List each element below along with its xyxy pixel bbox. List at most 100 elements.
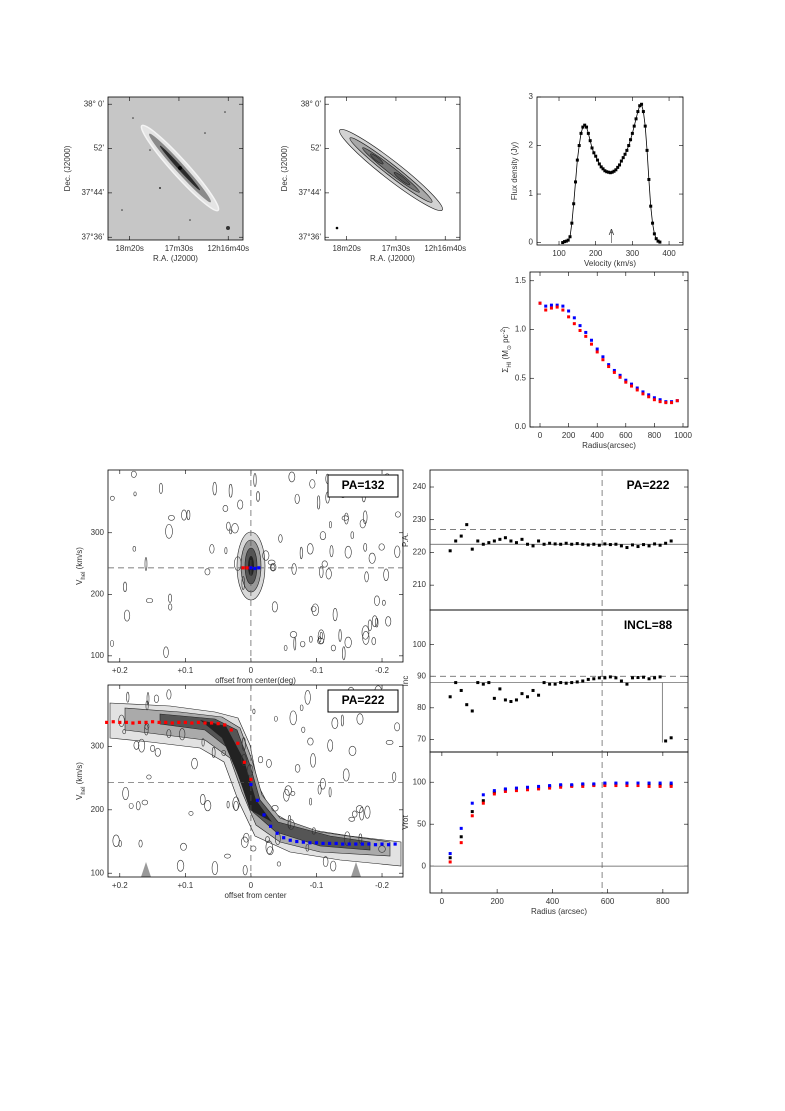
data-point: [647, 177, 651, 181]
data-point: [470, 709, 474, 713]
y-tick-label: 37°44': [298, 188, 321, 197]
data-point: [553, 682, 557, 686]
data-point: [664, 541, 668, 545]
x-tick-label: -0.2: [375, 666, 389, 675]
data-point: [625, 148, 629, 152]
noise-contour: [342, 646, 346, 661]
noise-contour: [291, 563, 297, 575]
data-point: [268, 824, 273, 828]
y-tick-label: 220: [413, 548, 427, 557]
noise-contour: [180, 842, 187, 851]
data-point: [564, 681, 568, 685]
noise-contour: [179, 728, 186, 741]
data-point: [245, 566, 249, 570]
data-point: [595, 347, 599, 351]
contour: [393, 172, 411, 186]
data-point: [603, 784, 607, 788]
noise-contour: [394, 722, 400, 732]
data-point: [137, 720, 142, 724]
data-point: [664, 401, 668, 405]
marker-label: A: [609, 228, 615, 237]
data-point: [597, 543, 601, 547]
noise-contour: [378, 543, 385, 551]
plot-frame: [107, 469, 404, 663]
noise-contour: [266, 846, 274, 856]
x-tick-label: 12h16m40s: [424, 244, 466, 253]
data-point: [559, 542, 563, 546]
contour: [370, 153, 384, 165]
noise-contour: [362, 631, 370, 645]
data-point: [652, 398, 656, 402]
data-point: [470, 801, 474, 805]
data-point: [249, 777, 253, 782]
star: [189, 219, 191, 221]
noise-contour: [371, 637, 376, 646]
data-point: [448, 860, 452, 864]
noise-contour: [319, 631, 323, 640]
y-tick-label: 0.0: [515, 422, 527, 431]
data-point: [503, 789, 507, 793]
data-point: [559, 783, 563, 787]
noise-contour: [269, 563, 277, 572]
data-point: [618, 163, 622, 167]
y-axis-label: Inc: [401, 676, 410, 687]
data-point: [612, 370, 616, 374]
noise-contour: [288, 471, 296, 483]
data-point: [647, 781, 651, 785]
data-point: [561, 308, 565, 312]
data-point: [542, 542, 546, 546]
data-point: [503, 787, 507, 791]
data-point: [492, 792, 496, 796]
noise-contour: [284, 785, 292, 796]
data-point: [605, 170, 609, 174]
data-point: [625, 546, 629, 550]
data-point: [608, 543, 612, 547]
data-point: [570, 783, 574, 787]
noise-contour: [382, 599, 386, 606]
data-point: [669, 784, 673, 788]
data-point: [584, 334, 588, 338]
data-point: [607, 170, 611, 174]
noise-contour: [311, 603, 319, 617]
noise-contour: [356, 713, 364, 725]
data-point: [520, 692, 524, 696]
data-point: [595, 350, 599, 354]
noise-contour: [348, 745, 357, 756]
noise-contour: [224, 547, 228, 555]
noise-contour: [278, 534, 283, 543]
data-point: [592, 151, 596, 155]
data-point: [572, 322, 576, 326]
plot-frame: [529, 271, 689, 428]
data-point: [459, 826, 463, 830]
noise-contour: [135, 801, 141, 811]
noise-contour: [299, 704, 304, 712]
data-point: [481, 801, 485, 805]
noise-contour: [304, 690, 311, 705]
noise-contour: [348, 816, 356, 822]
noise-contour: [350, 531, 354, 539]
beam: [335, 226, 339, 230]
noise-contour: [289, 631, 298, 638]
noise-contour: [165, 524, 173, 539]
y-tick-label: 2: [529, 141, 534, 150]
noise-contour: [168, 603, 173, 611]
star: [132, 117, 134, 119]
noise-contour: [319, 531, 327, 541]
data-point: [621, 156, 625, 160]
y-axis-label: ΣHI (M⊙ pc-2): [501, 326, 513, 373]
data-point: [614, 542, 618, 546]
data-point: [241, 566, 245, 570]
y-tick-label: 0: [422, 861, 427, 870]
noise-contour: [364, 805, 371, 819]
noise-contour: [351, 810, 358, 818]
data-point: [236, 741, 240, 745]
noise-contour: [274, 715, 278, 722]
noise-contour: [385, 616, 392, 627]
data-point: [584, 330, 588, 334]
data-point: [586, 543, 590, 547]
data-point: [144, 720, 148, 724]
contour: [159, 713, 371, 851]
stars: [121, 111, 230, 230]
data-point: [597, 162, 601, 166]
y-axis-label-part: hel: [81, 572, 87, 580]
